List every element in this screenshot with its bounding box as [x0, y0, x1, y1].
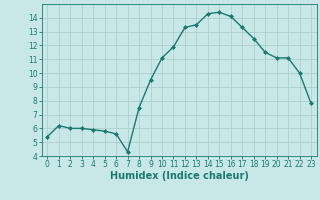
- X-axis label: Humidex (Indice chaleur): Humidex (Indice chaleur): [110, 171, 249, 181]
